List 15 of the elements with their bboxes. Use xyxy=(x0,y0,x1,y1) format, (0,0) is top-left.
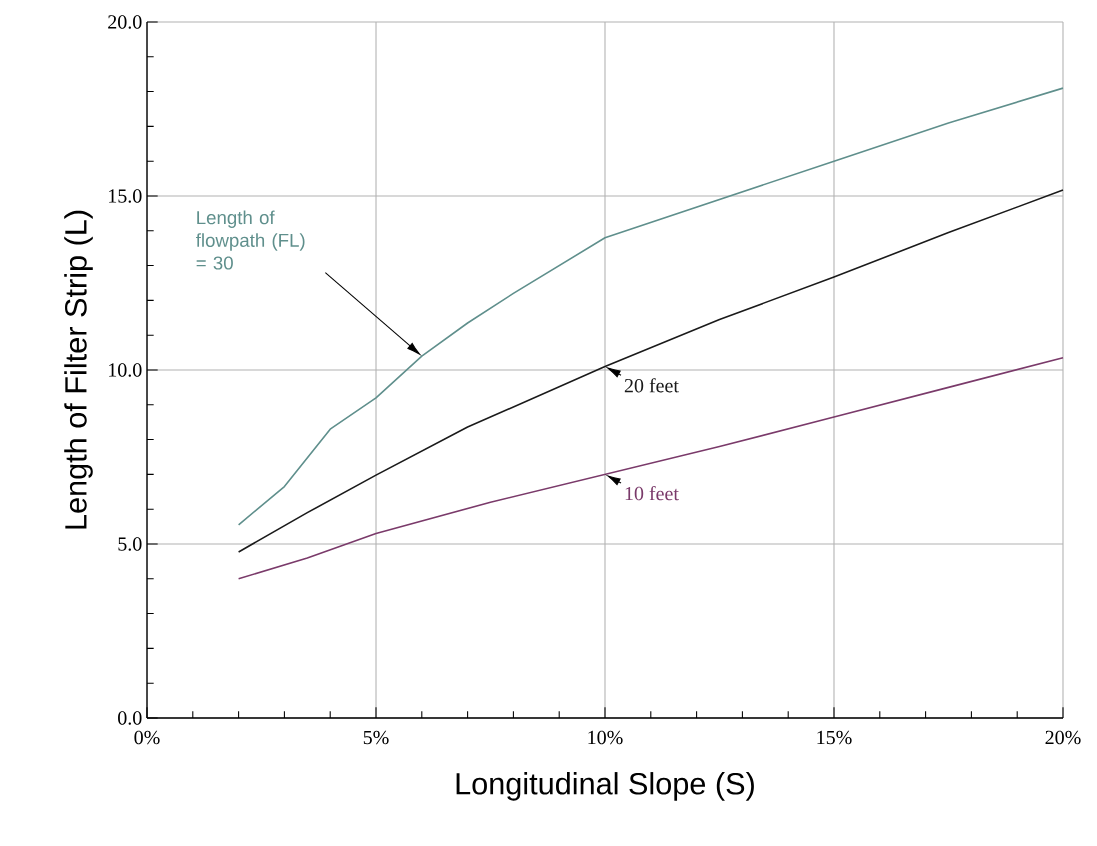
x-tick-label: 15% xyxy=(817,730,852,745)
y-tick-label: 20.0 xyxy=(108,15,142,29)
y-tick-label: 5.0 xyxy=(118,537,142,551)
x-tick-label: 20% xyxy=(1045,730,1081,745)
x-tick-label: 5% xyxy=(363,730,389,745)
text: Length of flowpath (FL) = 30 xyxy=(196,210,305,270)
x-tick-label: 0% xyxy=(134,730,160,745)
y-axis-title: Length of Filter Strip (L) xyxy=(64,210,93,529)
y-tick-label: 10.0 xyxy=(109,363,142,377)
x-tick-label: 10% xyxy=(588,730,623,745)
y-tick-label: 15.0 xyxy=(109,189,142,203)
series-label: 10 feet xyxy=(625,486,679,501)
y-tick-label: 0.0 xyxy=(118,711,142,725)
series-label: 20 feet xyxy=(624,378,679,393)
x-axis-title: Longitudinal Slope (S) xyxy=(456,772,754,801)
